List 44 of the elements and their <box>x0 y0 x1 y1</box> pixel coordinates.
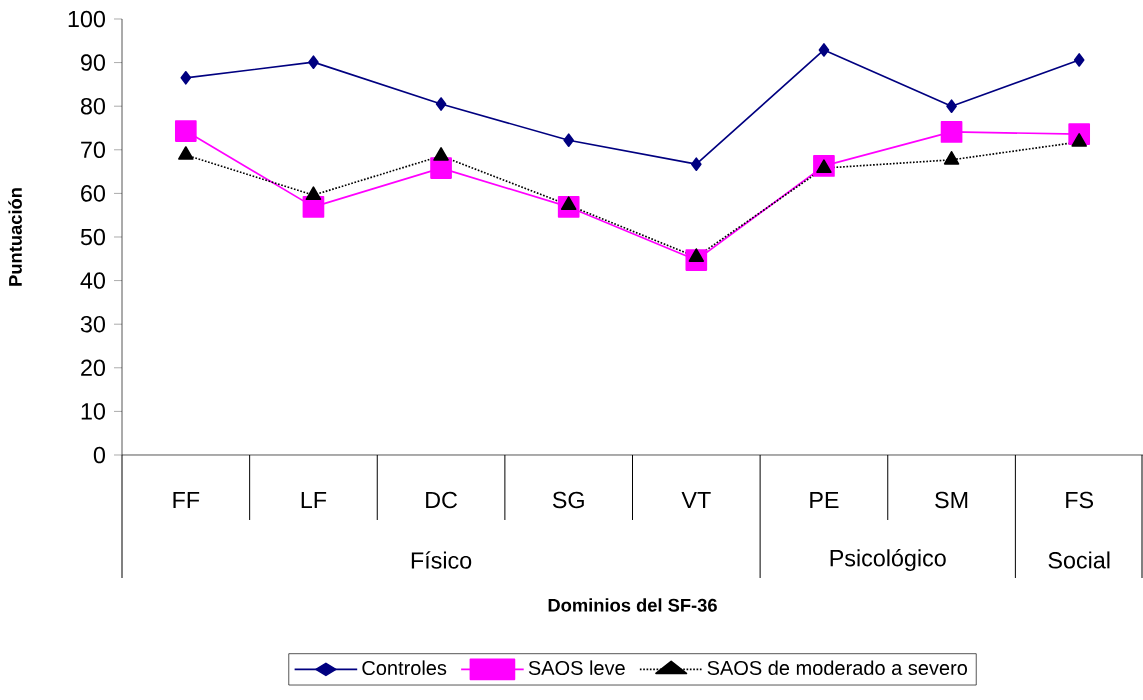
point <box>433 147 449 161</box>
y-tick-label: 50 <box>80 228 105 246</box>
point <box>818 43 830 57</box>
x-tick-label: LF <box>301 491 327 509</box>
point <box>1071 133 1087 147</box>
point <box>943 150 960 165</box>
x-tick-label: DC <box>426 491 458 509</box>
y-tick-label: 90 <box>81 54 105 71</box>
y-tick-label: 60 <box>81 185 105 202</box>
text: Psicológico <box>830 548 946 571</box>
x-tick-label: SM <box>935 491 968 509</box>
x-tick-label: VT <box>681 491 711 509</box>
point <box>560 196 577 210</box>
point <box>308 55 319 69</box>
y-axis-title: Puntuación <box>8 188 22 286</box>
point <box>688 248 705 262</box>
x-axis-title: Dominios del SF-36 <box>548 598 717 612</box>
x-tick-label: FS <box>1066 491 1094 509</box>
y-tick-label: 30 <box>80 315 105 333</box>
y-tick-label: 70 <box>81 141 105 159</box>
x-tick-label: FF <box>173 491 200 509</box>
point <box>435 97 447 111</box>
y-tick-label: 80 <box>80 97 105 115</box>
point <box>178 146 194 160</box>
legend-label: SAOS de moderado a severo <box>707 660 967 676</box>
point <box>174 120 197 142</box>
legend-label: Controles <box>362 660 447 676</box>
point <box>305 186 322 200</box>
point <box>940 121 963 143</box>
point <box>690 157 702 172</box>
x-tick-label: SG <box>552 491 584 509</box>
y-tick-label: 40 <box>80 272 105 289</box>
text: Físico <box>411 551 472 569</box>
point <box>563 133 575 148</box>
point <box>180 71 192 85</box>
point <box>946 99 957 114</box>
y-tick-label: 10 <box>81 403 105 420</box>
point <box>1073 53 1085 67</box>
y-tick-label: 100 <box>68 10 105 28</box>
legend-label: SAOS leve <box>528 660 625 676</box>
y-tick-label: 20 <box>81 359 105 377</box>
x-tick-label: PE <box>810 491 839 509</box>
y-tick-label: 0 <box>93 446 105 464</box>
text: Social <box>1048 551 1110 569</box>
